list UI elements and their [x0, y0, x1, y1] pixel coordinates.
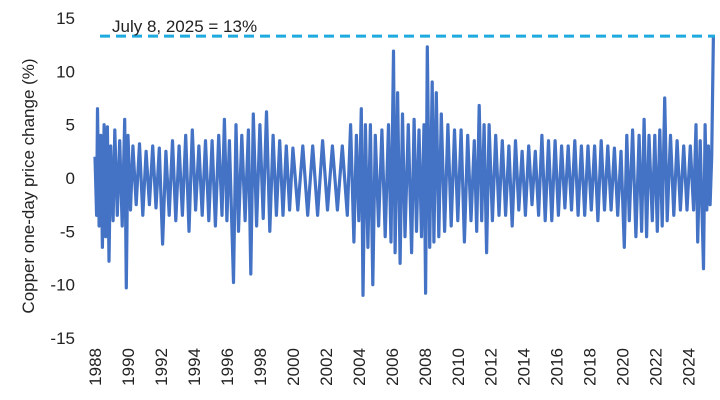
x-tick-label-7: 2002: [317, 348, 336, 386]
x-tick-label-5: 1998: [251, 348, 270, 386]
x-tick-label-15: 2018: [581, 348, 600, 386]
x-tick-label-16: 2020: [614, 348, 633, 386]
y-tick-label-4: -5: [60, 222, 75, 241]
x-tick-label-12: 2012: [482, 348, 501, 386]
y-axis: 15 10 5 0 -5 -10 -15: [50, 9, 75, 348]
x-tick-label-1: 1990: [119, 348, 138, 386]
y-tick-label-1: 10: [56, 62, 75, 81]
y-tick-label-0: 15: [56, 9, 75, 28]
y-tick-label-5: -10: [50, 276, 75, 295]
x-tick-label-4: 1996: [218, 348, 237, 386]
x-tick-label-9: 2006: [383, 348, 402, 386]
y-axis-label: Copper one-day price change (%): [19, 58, 38, 313]
x-tick-label-8: 2004: [350, 348, 369, 386]
x-tick-label-6: 2000: [284, 348, 303, 386]
x-tick-label-2: 1992: [152, 348, 171, 386]
x-tick-label-11: 2010: [449, 348, 468, 386]
x-tick-label-3: 1994: [185, 348, 204, 386]
y-tick-label-6: -15: [50, 329, 75, 348]
x-axis: 1988 1990 1992 1994 1996 1998 2000 2002 2004 2006…: [86, 348, 699, 386]
x-tick-label-10: 2008: [416, 348, 435, 386]
x-tick-label-0: 1988: [86, 348, 105, 386]
x-tick-label-14: 2016: [548, 348, 567, 386]
x-tick-label-18: 2024: [680, 348, 699, 386]
plot-area: [93, 36, 715, 297]
y-tick-label-3: 0: [66, 169, 75, 188]
series-line-0: [93, 36, 715, 297]
y-tick-label-2: 5: [66, 116, 75, 135]
x-tick-label-13: 2014: [515, 348, 534, 386]
reference-annotation: July 8, 2025 = 13%: [112, 17, 257, 36]
x-tick-label-17: 2022: [647, 348, 666, 386]
